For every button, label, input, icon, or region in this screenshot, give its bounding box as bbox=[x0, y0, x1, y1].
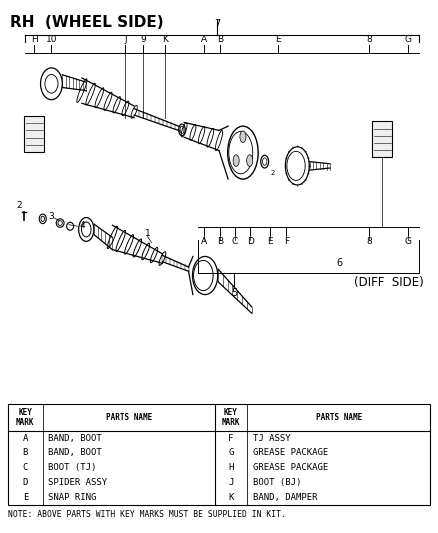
Text: 10: 10 bbox=[46, 35, 57, 44]
Text: B: B bbox=[23, 448, 28, 457]
Text: J: J bbox=[228, 478, 233, 487]
Text: BOOT (BJ): BOOT (BJ) bbox=[253, 478, 301, 487]
Text: A: A bbox=[201, 35, 207, 44]
Text: 8: 8 bbox=[366, 35, 372, 44]
Text: B: B bbox=[217, 237, 223, 246]
Text: PARTS NAME: PARTS NAME bbox=[106, 413, 152, 422]
Ellipse shape bbox=[240, 131, 246, 142]
Text: E: E bbox=[275, 35, 281, 44]
Text: D: D bbox=[23, 478, 28, 487]
Text: G: G bbox=[405, 35, 412, 44]
Text: TJ ASSY: TJ ASSY bbox=[253, 434, 290, 442]
Text: K: K bbox=[162, 35, 167, 44]
Text: PARTS NAME: PARTS NAME bbox=[315, 413, 362, 422]
Text: BAND, DAMPER: BAND, DAMPER bbox=[253, 493, 317, 502]
Text: (DIFF  SIDE): (DIFF SIDE) bbox=[354, 276, 424, 288]
Text: GREASE PACKAGE: GREASE PACKAGE bbox=[253, 448, 328, 457]
Text: C: C bbox=[232, 237, 238, 246]
Bar bbox=[24, 116, 44, 152]
Text: 3: 3 bbox=[49, 212, 54, 221]
Text: C: C bbox=[23, 463, 28, 472]
Text: 9: 9 bbox=[140, 35, 146, 44]
Text: 1: 1 bbox=[145, 229, 151, 238]
Bar bbox=[8, 404, 430, 505]
Text: G: G bbox=[405, 237, 412, 246]
Text: F: F bbox=[228, 434, 233, 442]
Text: 2: 2 bbox=[17, 201, 22, 210]
Text: BAND, BOOT: BAND, BOOT bbox=[48, 434, 102, 442]
Text: E: E bbox=[23, 493, 28, 502]
Text: KEY
MARK: KEY MARK bbox=[16, 408, 35, 427]
Text: B: B bbox=[217, 35, 223, 44]
Text: H: H bbox=[31, 35, 37, 44]
Text: RH  (WHEEL SIDE): RH (WHEEL SIDE) bbox=[10, 15, 164, 30]
Text: 4: 4 bbox=[79, 221, 85, 230]
Text: E: E bbox=[267, 237, 273, 246]
Text: SPIDER ASSY: SPIDER ASSY bbox=[48, 478, 107, 487]
Text: 5: 5 bbox=[231, 288, 237, 298]
Text: KEY
MARK: KEY MARK bbox=[222, 408, 240, 427]
Text: BOOT (TJ): BOOT (TJ) bbox=[48, 463, 96, 472]
Text: H: H bbox=[228, 463, 233, 472]
Text: 6: 6 bbox=[336, 257, 343, 268]
Text: 7: 7 bbox=[214, 19, 220, 29]
Text: SNAP RING: SNAP RING bbox=[48, 493, 96, 502]
Text: A: A bbox=[23, 434, 28, 442]
Bar bbox=[372, 122, 392, 157]
Ellipse shape bbox=[247, 155, 253, 166]
Text: K: K bbox=[228, 493, 233, 502]
Text: BAND, BOOT: BAND, BOOT bbox=[48, 448, 102, 457]
Text: A: A bbox=[201, 237, 207, 246]
Text: F: F bbox=[284, 237, 289, 246]
Text: G: G bbox=[228, 448, 233, 457]
Text: 8: 8 bbox=[366, 237, 372, 246]
Text: J: J bbox=[124, 35, 127, 44]
Text: D: D bbox=[247, 237, 254, 246]
Ellipse shape bbox=[233, 155, 239, 166]
Text: 2: 2 bbox=[270, 170, 275, 176]
Text: GREASE PACKAGE: GREASE PACKAGE bbox=[253, 463, 328, 472]
Text: NOTE: ABOVE PARTS WITH KEY MARKS MUST BE SUPPLIED IN KIT.: NOTE: ABOVE PARTS WITH KEY MARKS MUST BE… bbox=[8, 510, 286, 519]
